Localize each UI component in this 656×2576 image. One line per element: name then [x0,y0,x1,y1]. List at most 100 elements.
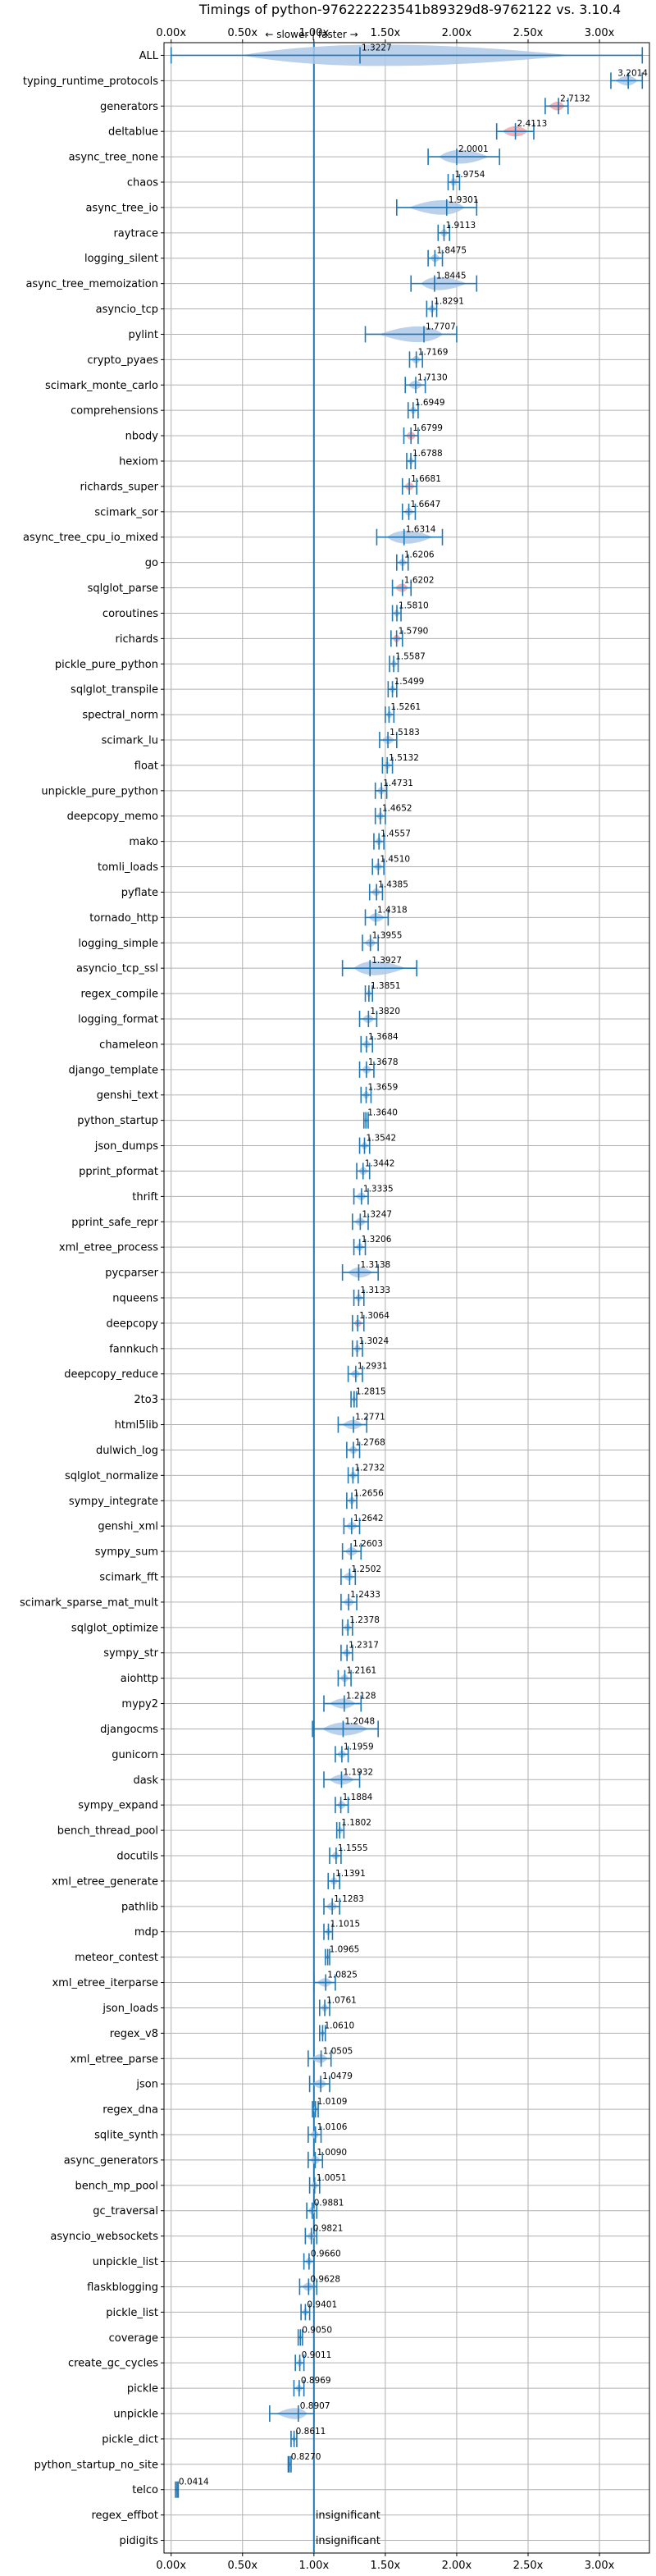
value-label: 1.6788 [412,449,443,459]
category-label: sympy_integrate [69,1496,158,1508]
category-label: regex_dna [102,2104,158,2117]
category-label: deepcopy [106,1318,158,1330]
category-label: async_tree_memoization [25,278,158,290]
category-label: async_tree_io [85,202,158,214]
value-label: 1.8291 [434,297,464,307]
x-tick-label-bottom: 0.00x [156,2560,186,2572]
category-label: sympy_sum [95,1546,158,1559]
category-label: go [145,557,158,569]
value-label: 1.3024 [358,1336,389,1346]
value-label: 1.3064 [359,1311,390,1321]
category-label: genshi_text [97,1089,158,1102]
category-label: scimark_sor [94,506,158,518]
category-label: scimark_lu [102,735,158,747]
value-label: 0.0414 [179,2478,209,2487]
value-label: 0.9011 [302,2350,332,2360]
category-label: json [135,2079,158,2091]
category-label: pylint [128,329,158,341]
category-label: unpickle [113,2409,158,2421]
value-label: 1.3640 [367,1108,398,1118]
category-label: gc_traversal [93,2205,158,2217]
value-label: 1.0825 [327,1971,358,1980]
value-label: 1.3442 [365,1158,395,1168]
category-label: hexiom [119,456,158,468]
value-label: 1.6647 [411,500,441,509]
category-label: deepcopy_reduce [64,1368,158,1381]
grid-layer [164,43,649,2553]
category-label: regex_compile [80,989,158,1001]
category-label: docutils [116,1851,158,1863]
value-label: 1.2378 [349,1615,380,1625]
x-tick-label-top: 0.50x [227,27,257,39]
value-label: 1.0090 [317,2148,347,2158]
category-label: dask [133,1774,158,1787]
value-label: 2.0001 [458,144,489,154]
value-label: 1.2603 [353,1539,383,1549]
value-label: 1.2502 [351,1564,381,1574]
x-tick-label-bottom: 1.00x [299,2560,330,2572]
category-label: bench_thread_pool [57,1825,158,1838]
category-label: logging_silent [84,253,158,265]
category-label: thrift [132,1191,158,1204]
value-label: 1.9113 [445,221,476,231]
category-label: genshi_xml [98,1521,158,1533]
value-label: 1.6202 [404,576,435,586]
value-label: 1.0109 [317,2097,348,2107]
x-tick-label-top: 2.00x [442,27,472,39]
category-label: float [134,760,158,772]
value-label: 1.3247 [362,1209,392,1219]
x-tick-label-top: 1.00x [299,27,330,39]
value-label: 1.3542 [366,1134,396,1144]
category-label: sqlglot_transpile [71,684,158,697]
x-tick-label-bottom: 2.00x [442,2560,472,2572]
category-label: aiohttp [121,1673,158,1685]
value-label: 2.4113 [517,119,548,129]
value-label: 1.3927 [371,956,402,966]
category-label: pickle_pure_python [55,659,158,671]
value-label: 1.7130 [417,372,448,382]
category-label: json_loads [102,2003,158,2015]
direction-annotation: ← slower | faster → [265,29,358,40]
category-label: regex_effbot [91,2510,158,2522]
value-label: 0.9821 [313,2224,344,2234]
category-label: ALL [139,50,159,62]
value-label: 1.5587 [395,651,426,661]
category-label: richards_super [80,481,158,493]
category-label: djangocms [100,1724,158,1736]
value-label: 1.3955 [372,930,403,940]
x-tick-label-top: 0.00x [156,27,186,39]
value-label: 1.0051 [317,2173,347,2183]
category-label: meteor_contest [75,1952,158,1964]
x-tick-label-bottom: 3.00x [585,2560,615,2572]
value-label: 1.6681 [411,474,441,484]
category-label: deepcopy_memo [67,811,158,823]
x-tick-label-top: 3.00x [585,27,615,39]
value-label: 1.5790 [399,626,429,636]
category-label: async_generators [64,2154,159,2167]
value-label: 1.4652 [382,804,412,814]
insignificant-label: insignificant [316,2510,380,2522]
insignificant-label: insignificant [316,2535,380,2547]
category-label: raytrace [113,227,158,240]
category-label: asyncio_tcp [96,304,158,316]
value-label: 1.2768 [355,1437,385,1447]
value-label: 0.8270 [291,2452,321,2462]
value-label: 1.7707 [426,322,456,331]
category-label: unpickle_pure_python [41,785,158,797]
value-label: 1.5261 [390,702,421,712]
category-label: pathlib [121,1901,158,1913]
category-label: chameleon [99,1039,158,1051]
x-tick-label-bottom: 0.50x [227,2560,257,2572]
category-label: django_template [69,1064,158,1076]
value-label: 1.3659 [368,1083,399,1093]
value-label: 1.6206 [404,550,435,560]
value-label: 1.3851 [371,981,401,991]
category-label: spectral_norm [82,710,158,722]
value-label: 0.9881 [314,2199,344,2208]
value-label: 1.3227 [362,43,392,53]
value-label: 1.0106 [317,2122,348,2132]
value-label: 1.5810 [399,601,429,610]
category-label: create_gc_cycles [68,2358,158,2370]
